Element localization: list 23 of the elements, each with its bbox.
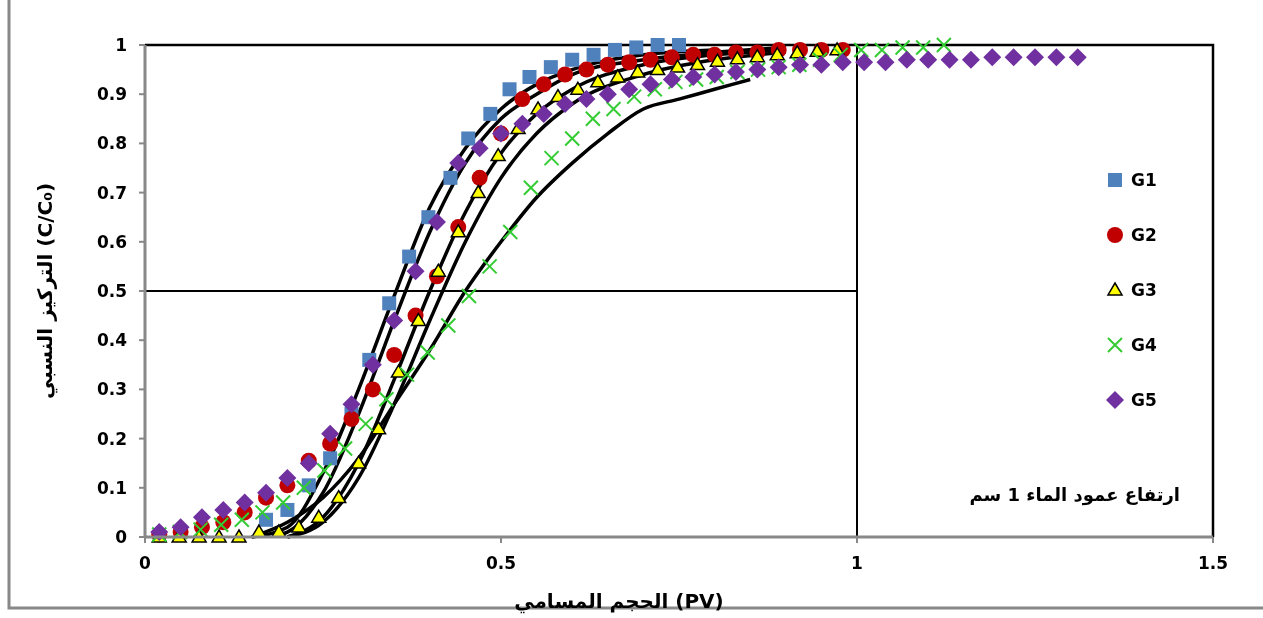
y-tick-label: 0.7: [96, 182, 127, 203]
y-tick-label: 0.4: [96, 330, 128, 351]
x-tick-label: 0.5: [485, 552, 517, 573]
legend-label: G3: [1131, 279, 1157, 300]
legend-label: G4: [1131, 334, 1157, 355]
y-axis-title: التركيز النسبي (C/C₀): [33, 182, 58, 400]
legend-label: G1: [1131, 169, 1157, 190]
y-tick-label: 0.9: [96, 84, 127, 105]
y-tick-label: 0.5: [96, 280, 127, 301]
x-tick-label: 1.5: [1197, 552, 1229, 573]
y-tick-label: 1: [115, 34, 127, 55]
y-tick-label: 0.1: [96, 477, 127, 498]
x-tick-label: 0: [139, 552, 152, 573]
y-tick-label: 0: [115, 526, 128, 547]
y-tick-label: 0.8: [96, 133, 127, 154]
y-tick-label: 0.3: [96, 379, 127, 400]
y-tick-label: 0.6: [96, 231, 127, 252]
legend-label: G2: [1131, 224, 1157, 245]
legend-label: G5: [1131, 389, 1157, 410]
x-axis-title: الحجم المسامي (PV): [514, 589, 724, 614]
x-tick-label: 1: [851, 552, 863, 573]
annotation: ارتفاع عمود الماء 1 سم: [969, 484, 1180, 507]
y-tick-label: 0.2: [96, 428, 127, 449]
